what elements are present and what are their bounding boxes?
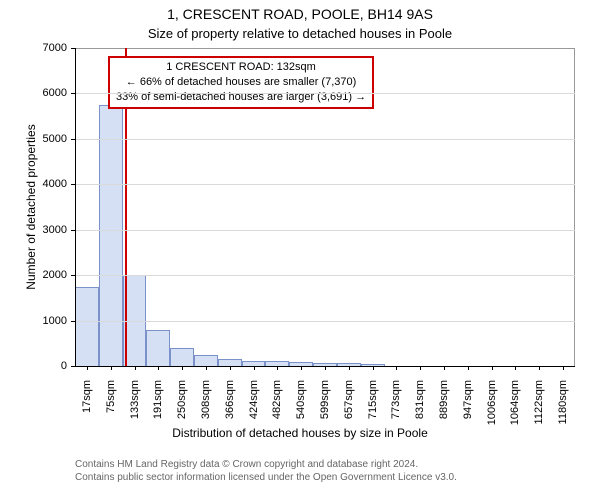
x-tick-label: 540sqm [295,380,307,430]
x-tick [254,366,255,370]
annotation-line: ← 66% of detached houses are smaller (7,… [116,75,366,90]
annotation-line: 1 CRESCENT ROAD: 132sqm [116,60,366,75]
gridline [75,93,575,94]
x-tick [182,366,183,370]
x-tick [373,366,374,370]
y-tick-label: 0 [33,360,67,372]
x-tick-label: 715sqm [367,380,379,430]
x-tick-label: 482sqm [271,380,283,430]
x-tick-label: 657sqm [343,380,355,430]
x-tick [420,366,421,370]
gridline [75,230,575,231]
x-tick-label: 308sqm [200,380,212,430]
histogram-bar [218,359,242,366]
x-tick-label: 947sqm [462,380,474,430]
x-tick [301,366,302,370]
y-axis-line [75,48,76,366]
x-tick [87,366,88,370]
x-tick-label: 17sqm [81,380,93,430]
x-tick [111,366,112,370]
footer-line: Contains public sector information licen… [75,471,457,484]
x-tick-label: 366sqm [224,380,236,430]
x-tick-label: 1064sqm [509,380,521,430]
histogram-bar [146,330,170,366]
y-tick-label: 4000 [33,178,67,190]
x-tick [444,366,445,370]
x-tick [277,366,278,370]
annotation-line: 33% of semi-detached houses are larger (… [116,90,366,105]
y-tick-label: 1000 [33,315,67,327]
gridline [75,275,575,276]
x-tick-label: 1006sqm [486,380,498,430]
gridline [75,139,575,140]
histogram-bar [194,355,218,366]
x-tick [135,366,136,370]
gridline [75,321,575,322]
x-tick-label: 831sqm [414,380,426,430]
x-tick-label: 133sqm [129,380,141,430]
x-tick [563,366,564,370]
x-tick [158,366,159,370]
x-tick-label: 889sqm [438,380,450,430]
x-tick [325,366,326,370]
x-tick [206,366,207,370]
x-tick-label: 773sqm [390,380,402,430]
x-tick-label: 599sqm [319,380,331,430]
x-tick [515,366,516,370]
footer-text: Contains HM Land Registry data © Crown c… [75,458,457,484]
y-tick-label: 7000 [33,42,67,54]
x-tick [396,366,397,370]
chart-subtitle: Size of property relative to detached ho… [0,26,600,41]
x-tick-label: 75sqm [105,380,117,430]
annotation-box: 1 CRESCENT ROAD: 132sqm ← 66% of detache… [108,56,374,109]
histogram-bar [99,105,123,366]
x-tick [492,366,493,370]
histogram-bar [170,348,194,366]
histogram-chart: 1, CRESCENT ROAD, POOLE, BH14 9AS Size o… [0,0,600,500]
y-tick-label: 2000 [33,269,67,281]
x-tick-label: 191sqm [152,380,164,430]
x-tick [230,366,231,370]
y-tick-label: 3000 [33,224,67,236]
x-tick [349,366,350,370]
gridline [75,184,575,185]
y-tick-label: 5000 [33,133,67,145]
x-tick-label: 1122sqm [533,380,545,430]
x-tick-label: 424sqm [248,380,260,430]
footer-line: Contains HM Land Registry data © Crown c… [75,458,457,471]
histogram-bar [75,287,99,367]
x-tick [539,366,540,370]
x-tick [468,366,469,370]
x-tick-label: 1180sqm [557,380,569,430]
x-tick-label: 250sqm [176,380,188,430]
chart-title: 1, CRESCENT ROAD, POOLE, BH14 9AS [0,6,600,22]
y-tick-label: 6000 [33,87,67,99]
